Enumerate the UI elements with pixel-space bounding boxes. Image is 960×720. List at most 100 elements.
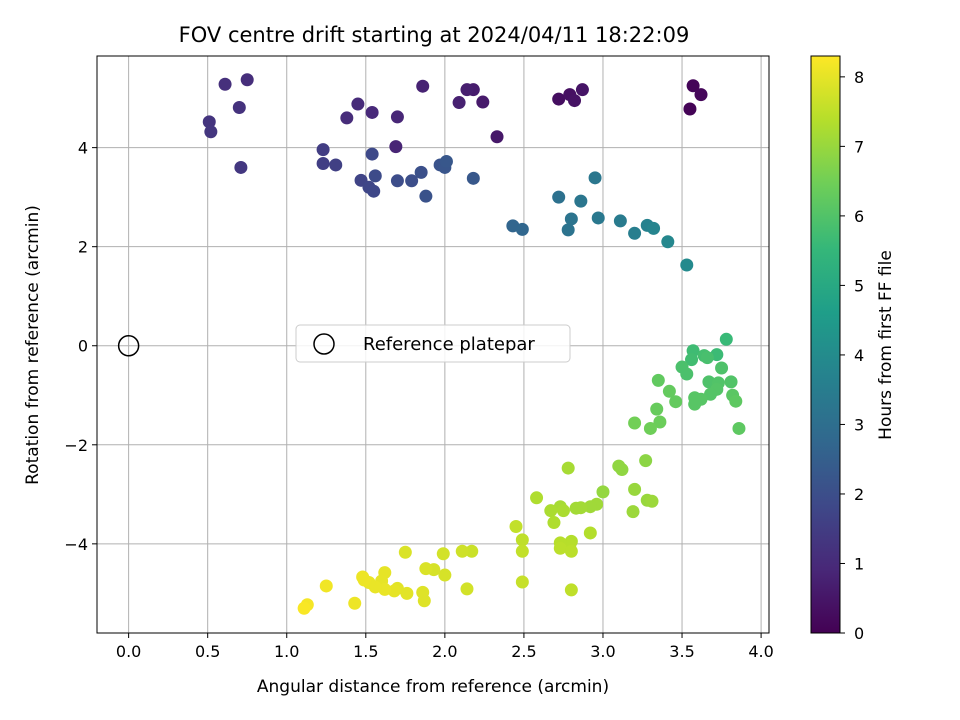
data-point <box>419 189 433 203</box>
data-point <box>669 395 683 409</box>
data-point <box>367 184 381 198</box>
data-point <box>683 102 697 116</box>
data-point <box>651 373 665 387</box>
data-point <box>515 222 529 236</box>
data-point <box>476 95 490 109</box>
data-point <box>729 394 743 408</box>
data-point <box>564 212 578 226</box>
data-point <box>368 169 382 183</box>
data-point <box>351 97 365 111</box>
x-tick-label: 0.0 <box>116 642 141 661</box>
reference-platepar-marker <box>117 334 140 357</box>
data-point <box>490 130 504 144</box>
data-point <box>530 491 544 505</box>
colorbar-gradient <box>810 55 841 634</box>
data-point <box>398 545 412 559</box>
grid-lines <box>97 56 769 633</box>
data-point <box>680 258 694 272</box>
data-point <box>509 520 523 534</box>
data-point <box>700 351 714 365</box>
data-point <box>234 160 248 174</box>
data-point <box>438 568 452 582</box>
x-axis-label: Angular distance from reference (arcmin) <box>257 677 609 697</box>
data-point <box>583 500 597 514</box>
legend: Reference platepar <box>295 324 571 363</box>
data-point <box>218 77 232 91</box>
data-point <box>465 544 479 558</box>
data-point <box>390 174 404 188</box>
y-tick-label: 2 <box>78 238 88 257</box>
data-point <box>515 575 529 589</box>
data-point <box>591 211 605 225</box>
y-tick-label: −2 <box>64 436 88 455</box>
colorbar-tick-label: 5 <box>854 276 864 295</box>
x-tick-label: 2.0 <box>432 642 457 661</box>
data-point <box>319 579 333 593</box>
x-tick-label: 0.5 <box>195 642 220 661</box>
data-point <box>574 194 588 208</box>
data-point <box>568 94 582 108</box>
data-point <box>390 110 404 124</box>
data-point <box>680 367 694 381</box>
data-point <box>645 494 659 508</box>
legend-box <box>295 324 571 363</box>
data-point <box>583 526 597 540</box>
data-point <box>613 214 627 228</box>
colorbar-tick-label: 1 <box>854 554 864 573</box>
colorbar-tick-label: 3 <box>854 415 864 434</box>
x-tick-label: 1.5 <box>353 642 378 661</box>
data-point <box>724 375 738 389</box>
data-point <box>547 516 561 530</box>
y-tick-label: 4 <box>78 139 88 158</box>
data-point <box>544 504 558 518</box>
data-point <box>405 174 419 188</box>
data-point <box>686 79 700 93</box>
data-point <box>365 147 379 161</box>
y-tick-label: −4 <box>64 535 88 554</box>
data-point <box>685 353 699 367</box>
y-axis-ticks: −4 −2 0 2 4 <box>64 139 97 554</box>
data-point <box>316 143 330 157</box>
data-point <box>389 140 403 154</box>
data-point <box>596 485 610 499</box>
colorbar-tick-label: 6 <box>854 207 864 226</box>
data-point <box>564 544 578 558</box>
colorbar-ticks: 0 1 2 3 4 5 6 7 8 <box>840 68 864 643</box>
data-point <box>439 154 453 168</box>
data-point <box>615 463 629 477</box>
data-point <box>357 573 371 587</box>
data-point <box>340 111 354 125</box>
colorbar-label: Hours from first FF file <box>876 250 896 440</box>
data-point <box>460 582 474 596</box>
data-point <box>204 125 218 139</box>
data-point <box>553 541 567 555</box>
data-point <box>365 105 379 119</box>
x-tick-label: 4.0 <box>748 642 773 661</box>
y-axis-label: Rotation from reference (arcmin) <box>23 205 43 485</box>
data-point <box>643 421 657 435</box>
data-point <box>626 505 640 519</box>
data-point <box>694 88 708 102</box>
data-point <box>466 171 480 185</box>
data-point <box>661 235 675 249</box>
data-point <box>232 101 246 115</box>
data-point <box>653 415 667 429</box>
legend-label: Reference platepar <box>363 334 535 355</box>
data-point <box>564 583 578 597</box>
colorbar-tick-label: 0 <box>854 624 864 643</box>
data-point <box>202 115 216 129</box>
data-point <box>561 223 575 237</box>
colorbar-tick-label: 7 <box>854 137 864 156</box>
data-point <box>588 171 602 185</box>
data-point <box>348 596 362 610</box>
data-point <box>452 96 466 110</box>
colorbar-tick-label: 2 <box>854 485 864 504</box>
data-point <box>455 544 469 558</box>
data-point <box>329 158 343 172</box>
data-point <box>556 504 570 518</box>
data-point <box>436 547 450 561</box>
data-point <box>515 533 529 547</box>
plot-frame <box>96 55 770 634</box>
data-point <box>552 190 566 204</box>
